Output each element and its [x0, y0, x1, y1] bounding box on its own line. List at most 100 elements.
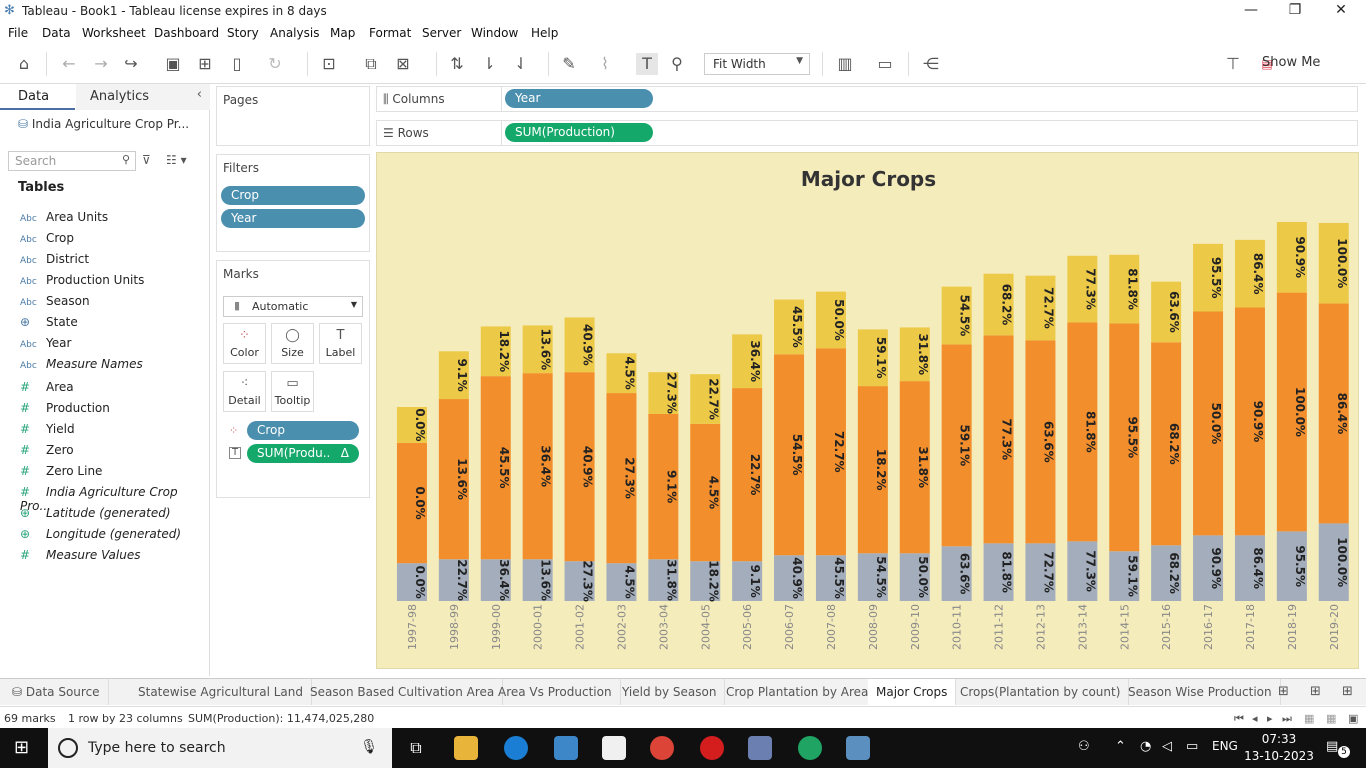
bar-segment[interactable]	[522, 325, 553, 374]
swap-icon[interactable]: ⇅	[450, 54, 464, 73]
last-sheet-icon[interactable]: ⏭	[1282, 712, 1292, 725]
duplicate-icon[interactable]: ⧉	[365, 54, 377, 73]
field-item[interactable]: Abc Crop	[20, 231, 75, 245]
task-view-icon[interactable]: ⧉	[410, 738, 422, 757]
bar-segment[interactable]	[1109, 551, 1140, 601]
next-sheet-icon[interactable]: ▸	[1267, 712, 1273, 725]
bar-segment[interactable]	[690, 561, 721, 601]
menu-worksheet[interactable]: Worksheet	[82, 26, 146, 40]
field-item[interactable]: # Measure Values	[20, 548, 141, 562]
sheet-sorter-icon[interactable]: ▦	[1304, 712, 1315, 725]
search-input[interactable]: Search ⚲	[8, 151, 136, 171]
people-icon[interactable]: ⚇	[1078, 739, 1090, 754]
share-icon[interactable]: ⋲	[923, 54, 939, 73]
field-item[interactable]: ⊕ Latitude (generated)	[20, 506, 171, 520]
close-button[interactable]: ✕	[1335, 2, 1347, 18]
bar-segment[interactable]	[480, 559, 511, 601]
rows-shelf[interactable]: ☰ Rows SUM(Production)	[376, 120, 1358, 146]
bar-segment[interactable]	[1025, 543, 1056, 601]
minimize-button[interactable]: —	[1244, 2, 1258, 18]
sheet-tab[interactable]: Yield by Season	[614, 679, 726, 705]
group-icon[interactable]: ⌇	[601, 54, 609, 73]
app-icon[interactable]	[748, 736, 772, 760]
marks-pill-crop[interactable]: Crop	[247, 421, 359, 440]
show-labels-icon[interactable]: T	[636, 53, 658, 75]
menu-window[interactable]: Window	[471, 26, 519, 40]
restore-button[interactable]: ❐	[1288, 2, 1302, 18]
mail-icon[interactable]	[602, 736, 626, 760]
bar-segment[interactable]	[899, 327, 930, 382]
sheet-tab[interactable]: Major Crops	[868, 679, 957, 705]
prev-sheet-icon[interactable]: ◂	[1252, 712, 1258, 725]
bar-segment[interactable]	[983, 273, 1014, 336]
windows-start-icon[interactable]: ⊞	[14, 737, 30, 758]
bar-segment[interactable]	[815, 291, 846, 349]
chrome-profile-icon[interactable]	[798, 736, 822, 760]
bar-segment[interactable]	[857, 386, 888, 554]
tray-expand-icon[interactable]: ⌃	[1115, 739, 1126, 754]
home-icon[interactable]: ⌂	[18, 54, 30, 73]
sheet-tab[interactable]: ⛁ Data Source	[4, 679, 109, 705]
bar-segment[interactable]	[1151, 281, 1182, 343]
filmstrip-icon[interactable]: ▦	[1326, 712, 1337, 725]
bar-segment[interactable]	[1193, 311, 1224, 536]
bar-segment[interactable]	[1151, 342, 1182, 546]
bar-segment[interactable]	[1234, 307, 1265, 536]
clear-sheet-icon[interactable]: ⊠	[396, 54, 410, 73]
tableau-taskbar-icon[interactable]	[846, 736, 870, 760]
notifications-icon[interactable]: ▤	[1326, 739, 1339, 754]
field-item[interactable]: # Production	[20, 401, 110, 415]
pages-shelf[interactable]: Pages	[216, 86, 370, 146]
bar-segment[interactable]	[480, 326, 511, 377]
view-options-icon[interactable]: ☷ ▾	[166, 153, 187, 167]
bar-segment[interactable]	[480, 376, 511, 560]
pause-updates-icon[interactable]: ▯	[232, 54, 242, 73]
bar-segment[interactable]	[1234, 535, 1265, 601]
mark-type-dropdown[interactable]: ▮ Automatic ▼	[223, 296, 363, 317]
bar-segment[interactable]	[648, 559, 679, 601]
bar-segment[interactable]	[774, 299, 805, 355]
bar-segment[interactable]	[648, 372, 679, 414]
bar-segment[interactable]	[606, 563, 637, 601]
bar-segment[interactable]	[1109, 323, 1140, 552]
sheet-tab[interactable]: Area Vs Production	[490, 679, 621, 705]
marks-pill-production[interactable]: SUM(Produ.. Δ	[247, 444, 359, 463]
bar-segment[interactable]	[648, 413, 679, 560]
bar-segment[interactable]	[438, 399, 469, 560]
first-sheet-icon[interactable]: ⏮	[1234, 712, 1244, 725]
bar-segment[interactable]	[1193, 535, 1224, 601]
bar-segment[interactable]	[438, 559, 469, 601]
replay-icon[interactable]: ↪	[124, 54, 138, 73]
field-item[interactable]: Abc District	[20, 252, 90, 266]
bar-segment[interactable]	[857, 553, 888, 601]
refresh-icon[interactable]: ↻	[268, 54, 282, 73]
sort-ascending-icon[interactable]: ⇂	[482, 54, 496, 73]
bar-segment[interactable]	[732, 334, 763, 389]
bar-segment[interactable]	[564, 372, 595, 562]
bar-segment[interactable]	[941, 286, 972, 345]
field-item[interactable]: # Area	[20, 380, 74, 394]
bar-segment[interactable]	[1067, 322, 1098, 542]
menu-file[interactable]: File	[8, 26, 29, 40]
sort-descending-icon[interactable]: ⇃	[514, 54, 528, 73]
bar-segment[interactable]	[732, 561, 763, 601]
bar-segment[interactable]	[1193, 243, 1224, 312]
filter-pill-year[interactable]: Year	[221, 209, 365, 228]
tab-data[interactable]: Data	[0, 84, 75, 110]
field-item[interactable]: # Zero	[20, 443, 74, 457]
filters-shelf[interactable]: Filters Crop Year	[216, 154, 370, 252]
field-item[interactable]: ⊕ Longitude (generated)	[20, 527, 182, 541]
show-me-button[interactable]: Show Me	[1262, 55, 1321, 70]
field-item[interactable]: # Zero Line	[20, 464, 103, 478]
bar-segment[interactable]	[1151, 545, 1182, 601]
bar-segment[interactable]	[1276, 292, 1307, 532]
menu-server[interactable]: Server	[422, 26, 462, 40]
show-me-icon[interactable]: ▤	[1261, 57, 1273, 71]
tab-analytics[interactable]: Analytics ‹	[76, 84, 210, 110]
columns-shelf[interactable]: ⫼ Columns Year	[376, 86, 1358, 112]
bar-segment[interactable]	[396, 442, 427, 564]
language-indicator[interactable]: ENG	[1212, 739, 1238, 753]
bar-segment[interactable]	[396, 563, 427, 601]
new-datasource-icon[interactable]: ⊞	[198, 54, 212, 73]
bar-segment[interactable]	[857, 329, 888, 387]
